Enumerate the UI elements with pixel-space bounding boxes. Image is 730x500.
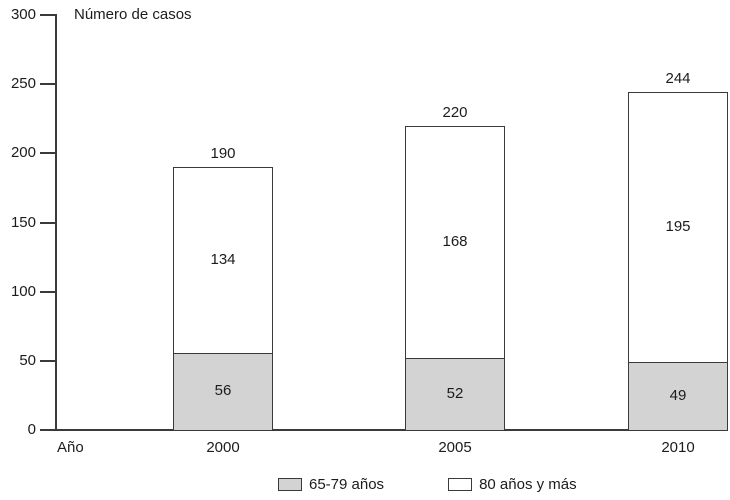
y-tick-label: 50: [19, 351, 36, 369]
x-tick-label: 2000: [206, 439, 240, 456]
y-tick-label: 250: [10, 75, 36, 93]
legend-swatch-65-79-icon: [278, 478, 302, 491]
chart-title: Número de casos: [74, 6, 192, 23]
x-axis-title: Año: [57, 439, 84, 456]
bar-segment-value-65-79: 49: [669, 387, 687, 405]
y-tick-mark: [40, 14, 56, 16]
legend-label-65-79: 65-79 años: [309, 476, 385, 493]
y-tick-mark: [40, 221, 56, 224]
legend-label-80-plus: 80 años y más: [479, 476, 577, 493]
y-tick-label: 0: [27, 421, 36, 438]
y-tick-label: 100: [10, 282, 36, 300]
bar-total-label: 220: [442, 103, 468, 121]
bar-total-label: 244: [665, 70, 691, 88]
y-tick-mark: [40, 83, 56, 86]
bar-segment-80-plus: [405, 125, 505, 359]
y-tick-label: 200: [10, 144, 36, 162]
legend: 65-79 años 80 años y más: [278, 476, 577, 493]
legend-swatch-80-plus-icon: [448, 478, 473, 491]
x-tick-label: 2005: [438, 439, 472, 456]
x-axis-line: [55, 429, 728, 431]
y-tick-label: 150: [10, 213, 36, 231]
y-tick-mark: [40, 359, 56, 362]
bar-segment-value-65-79: 56: [214, 382, 232, 400]
bar-segment-80-plus: [173, 167, 273, 353]
bar-segment-value-80-plus: 195: [665, 218, 691, 236]
y-axis-line: [55, 14, 57, 431]
x-tick-label: 2010: [661, 439, 695, 456]
legend-item-65-79: 65-79 años: [278, 476, 384, 493]
bar-segment-value-80-plus: 134: [210, 250, 236, 268]
bar-segment-65-79: [628, 362, 728, 431]
y-tick-label: 300: [10, 6, 36, 23]
bar-segment-65-79: [405, 358, 505, 431]
bar-segment-value-80-plus: 168: [442, 232, 468, 250]
y-tick-mark: [40, 290, 56, 293]
y-tick-mark: [40, 429, 56, 431]
y-tick-mark: [40, 152, 56, 155]
bar-segment-65-79: [173, 352, 273, 431]
legend-item-80-plus: 80 años y más: [448, 476, 577, 493]
bar-total-label: 190: [210, 145, 236, 163]
bar-segment-value-65-79: 52: [446, 385, 464, 403]
bar-segment-80-plus: [628, 92, 728, 363]
